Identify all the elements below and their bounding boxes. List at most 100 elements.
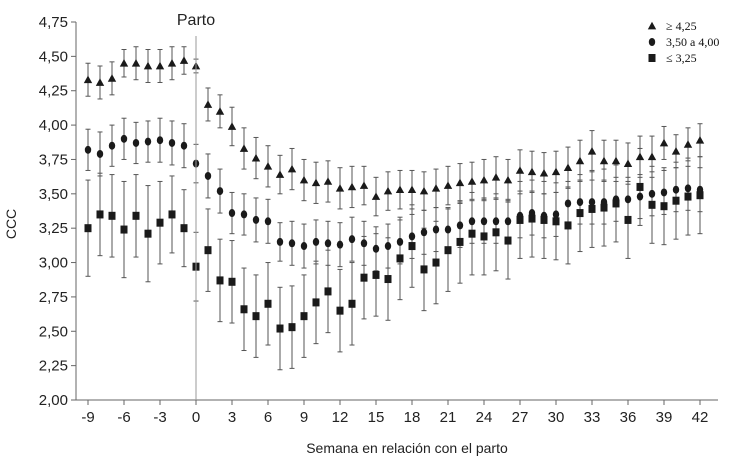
data-point-circle <box>276 237 284 246</box>
legend-marker-square <box>648 54 656 62</box>
x-tick-label: 42 <box>692 409 709 426</box>
data-point-triangle <box>479 175 489 184</box>
data-point-square <box>492 228 500 237</box>
data-point-circle <box>552 210 560 219</box>
data-point-triangle <box>251 153 261 162</box>
data-point-circle <box>84 145 92 154</box>
y-tick-label: 4,50 <box>39 48 68 65</box>
data-point-triangle <box>95 78 105 86</box>
data-point-square <box>336 306 344 315</box>
data-point-circle <box>360 239 368 248</box>
x-tick-label: 15 <box>368 409 385 426</box>
data-point-circle <box>480 217 488 226</box>
data-point-square <box>168 210 176 219</box>
data-point-circle <box>372 244 380 253</box>
error-bars <box>85 46 703 371</box>
x-tick-label: 6 <box>264 409 272 426</box>
data-point-triangle <box>395 185 405 194</box>
x-tick-label: 12 <box>332 409 349 426</box>
data-point-circle <box>288 239 296 248</box>
data-point-circle <box>672 185 680 194</box>
data-point-square <box>216 276 224 285</box>
data-point-triangle <box>515 166 525 174</box>
data-point-square <box>576 209 584 218</box>
data-point-square <box>432 258 440 267</box>
data-point-circle <box>348 235 356 244</box>
data-point-circle <box>168 138 176 147</box>
data-point-square <box>252 312 260 321</box>
data-point-circle <box>252 215 260 224</box>
data-point-square <box>372 270 380 279</box>
data-point-square <box>456 237 464 246</box>
data-point-square <box>144 229 152 238</box>
y-tick-label: 2,75 <box>39 289 68 306</box>
data-point-triangle <box>611 156 621 165</box>
data-point-square <box>132 211 140 220</box>
data-point-triangle <box>227 122 237 130</box>
x-tick-label: 30 <box>548 409 565 426</box>
data-point-triangle <box>167 59 177 67</box>
data-point-circle <box>420 228 428 237</box>
data-point-square <box>276 324 284 333</box>
data-point-square <box>396 254 404 263</box>
data-point-triangle <box>683 140 693 148</box>
data-point-circle <box>444 225 452 234</box>
data-point-square <box>540 215 548 224</box>
x-tick-label: -3 <box>153 409 166 426</box>
data-point-circle <box>396 237 404 246</box>
data-point-triangle <box>635 152 645 161</box>
data-point-circle <box>228 209 236 218</box>
data-point-circle <box>684 184 692 193</box>
data-point-circle <box>456 221 464 230</box>
x-axis-label: Semana en relación con el parto <box>306 440 508 456</box>
data-point-square <box>660 202 668 211</box>
data-point-square <box>180 224 188 233</box>
data-point-triangle <box>275 170 285 178</box>
data-point-square <box>468 229 476 238</box>
data-point-square <box>288 323 296 332</box>
data-point-circle <box>564 199 572 208</box>
data-point-triangle <box>407 185 417 194</box>
data-point-triangle <box>119 59 129 67</box>
data-markers <box>83 56 705 333</box>
data-point-triangle <box>455 178 465 187</box>
data-point-triangle <box>203 100 213 108</box>
data-point-circle <box>504 217 512 226</box>
data-point-triangle <box>563 163 573 172</box>
data-point-triangle <box>539 169 549 177</box>
y-tick-label: 4,75 <box>39 14 68 31</box>
data-point-square <box>504 236 512 245</box>
data-point-triangle <box>671 147 681 155</box>
data-point-triangle <box>659 138 669 147</box>
data-point-square <box>420 265 428 274</box>
data-point-square <box>624 215 632 224</box>
data-point-triangle <box>287 164 297 173</box>
data-point-circle <box>624 195 632 204</box>
data-point-triangle <box>623 159 633 167</box>
data-point-circle <box>648 189 656 198</box>
x-tick-label: 9 <box>300 409 308 426</box>
data-point-triangle <box>575 156 585 165</box>
data-point-triangle <box>83 75 93 84</box>
y-tick-label: 2,25 <box>39 358 68 375</box>
data-point-triangle <box>323 177 333 185</box>
x-tick-label: -9 <box>81 409 94 426</box>
data-point-triangle <box>371 192 381 200</box>
y-tick-label: 4,00 <box>39 117 68 134</box>
data-point-triangle <box>587 147 597 155</box>
data-point-triangle <box>107 74 117 82</box>
y-tick-label: 3,50 <box>39 186 68 203</box>
data-point-square <box>84 224 92 233</box>
x-tick-label: 18 <box>404 409 421 426</box>
data-point-triangle <box>431 184 441 192</box>
data-point-triangle <box>695 136 705 144</box>
data-point-triangle <box>263 162 273 170</box>
data-point-square <box>108 211 116 220</box>
data-point-circle <box>216 187 224 196</box>
data-point-square <box>612 199 620 208</box>
data-point-square <box>240 305 248 314</box>
data-point-triangle <box>179 56 189 64</box>
data-point-triangle <box>383 186 393 195</box>
data-point-circle <box>120 134 128 143</box>
